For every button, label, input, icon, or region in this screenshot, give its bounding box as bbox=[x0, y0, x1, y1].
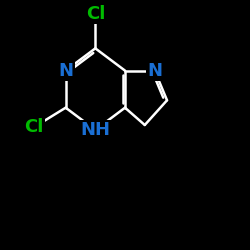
Text: Cl: Cl bbox=[86, 5, 105, 23]
Text: Cl: Cl bbox=[24, 118, 43, 136]
Text: N: N bbox=[147, 62, 162, 80]
Text: NH: NH bbox=[80, 121, 110, 139]
Text: N: N bbox=[58, 62, 73, 80]
